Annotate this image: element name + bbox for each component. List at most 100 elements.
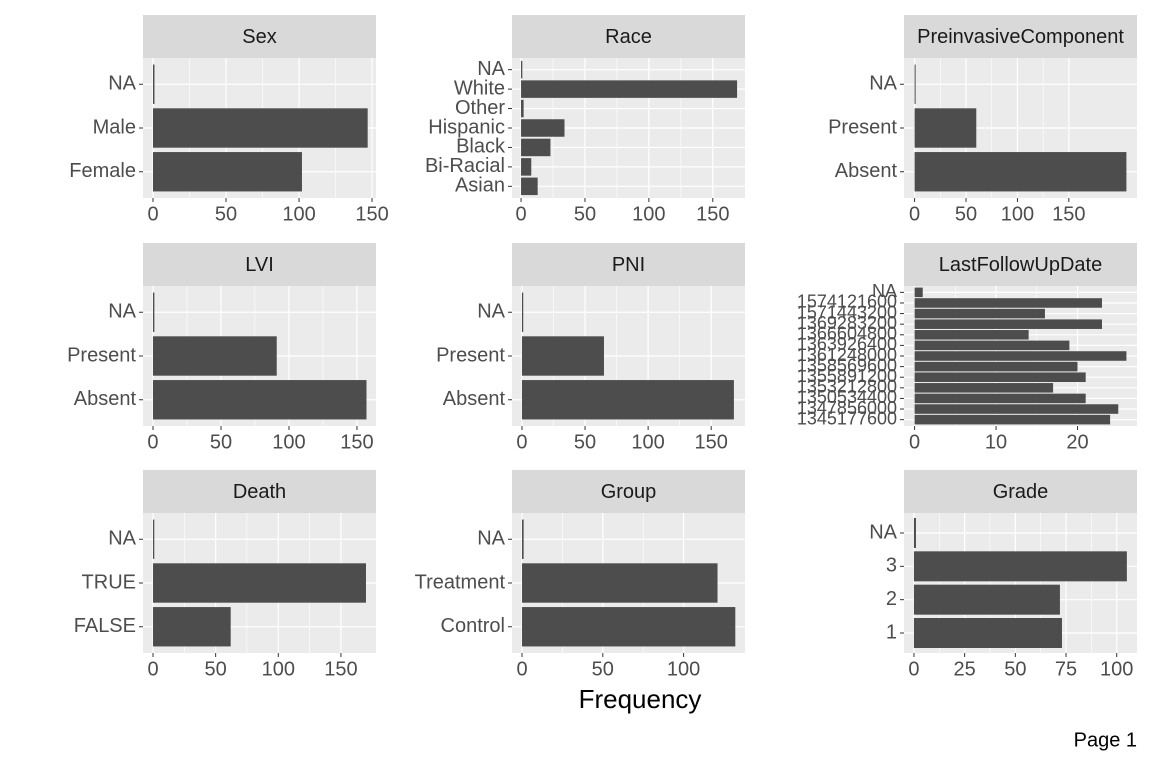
bar xyxy=(152,292,155,332)
x-tick-label: 0 xyxy=(147,431,158,453)
bar xyxy=(521,138,551,157)
x-tick-label: 50 xyxy=(955,203,977,225)
x-tick-label: 50 xyxy=(574,203,596,225)
y-tick-label: NA xyxy=(477,58,505,80)
x-tick-label: 10 xyxy=(985,431,1007,453)
y-tick-label: Present xyxy=(828,116,897,138)
strip-title: Death xyxy=(233,481,286,503)
y-tick-label: 1574121600 xyxy=(797,292,897,312)
y-tick-label: Asian xyxy=(455,175,505,197)
strip-title: LastFollowUpDate xyxy=(939,254,1102,276)
y-tick-label: NA xyxy=(108,528,136,550)
y-tick-label: Absent xyxy=(835,160,898,182)
bar xyxy=(521,158,532,176)
y-tick-label: Female xyxy=(69,160,136,182)
bar xyxy=(914,340,1070,351)
x-tick-label: 25 xyxy=(954,658,976,680)
strip-title: Sex xyxy=(242,26,276,48)
bar xyxy=(521,99,524,118)
x-tick-label: 0 xyxy=(516,431,527,453)
bar xyxy=(914,152,1127,192)
x-tick-label: 150 xyxy=(340,431,373,453)
y-tick-label: Present xyxy=(436,344,505,366)
x-tick-label: 100 xyxy=(272,431,305,453)
y-tick-label: Other xyxy=(455,97,505,119)
y-tick-label: Hispanic xyxy=(428,116,505,138)
x-tick-label: 100 xyxy=(282,203,315,225)
bar xyxy=(914,64,916,104)
y-tick-label: 2 xyxy=(886,588,897,610)
strip-title: PreinvasiveComponent xyxy=(917,26,1124,48)
y-tick-label: NA xyxy=(869,73,897,95)
y-tick-label: White xyxy=(454,77,505,99)
bar xyxy=(521,380,734,420)
bar xyxy=(914,414,1111,425)
bar xyxy=(153,64,155,104)
bar xyxy=(914,393,1086,404)
x-tick-label: 50 xyxy=(592,658,614,680)
x-tick-label: 150 xyxy=(695,431,728,453)
bar xyxy=(914,308,1045,319)
bar xyxy=(914,108,977,148)
x-tick-label: 50 xyxy=(574,431,596,453)
y-tick-label: Treatment xyxy=(415,571,506,593)
strip-title: Grade xyxy=(993,481,1049,503)
strip-title: LVI xyxy=(245,254,274,276)
y-tick-label: 3 xyxy=(886,555,897,577)
strip xyxy=(512,243,745,286)
bar xyxy=(914,319,1102,329)
bar xyxy=(914,330,1029,340)
strip-title: Race xyxy=(605,26,652,48)
x-tick-label: 100 xyxy=(631,431,664,453)
y-tick-label: Bi-Racial xyxy=(425,155,505,177)
x-tick-label: 0 xyxy=(909,431,920,453)
bar xyxy=(913,551,1127,582)
y-tick-label: Male xyxy=(93,116,136,138)
x-tick-label: 150 xyxy=(355,203,388,225)
y-tick-label: 1347856000 xyxy=(797,398,897,418)
y-tick-label: NA xyxy=(869,521,897,543)
x-tick-label: 150 xyxy=(696,203,729,225)
y-tick-label: 1355891200 xyxy=(797,366,897,386)
y-tick-label: 1369283200 xyxy=(797,313,897,333)
y-tick-label: NA xyxy=(108,73,136,95)
y-tick-label: Absent xyxy=(74,388,137,410)
bar xyxy=(522,607,736,647)
bar xyxy=(153,108,368,148)
strip xyxy=(512,470,745,513)
bar xyxy=(153,519,155,559)
strip-title: Group xyxy=(601,481,657,503)
x-tick-label: 0 xyxy=(147,203,158,225)
y-tick-label: FALSE xyxy=(74,615,136,637)
strip xyxy=(143,15,376,58)
bar xyxy=(152,380,367,420)
y-tick-label: 1361248000 xyxy=(797,345,897,365)
x-tick-label: 50 xyxy=(215,203,237,225)
x-tick-label: 0 xyxy=(908,658,919,680)
bar xyxy=(914,351,1127,361)
y-tick-label: Control xyxy=(441,615,505,637)
x-tick-label: 100 xyxy=(667,658,700,680)
x-tick-label: 100 xyxy=(632,203,665,225)
x-tick-label: 75 xyxy=(1055,658,1077,680)
strip xyxy=(904,470,1137,513)
y-tick-label: 1353212800 xyxy=(797,377,897,397)
y-tick-label: 1358569600 xyxy=(797,355,897,375)
bar xyxy=(152,336,277,376)
y-tick-label: NA xyxy=(108,301,136,323)
bar xyxy=(522,563,718,603)
bar xyxy=(913,584,1060,615)
bar xyxy=(914,404,1119,414)
bar xyxy=(153,563,366,603)
bar xyxy=(521,60,523,79)
x-tick-label: 150 xyxy=(1052,203,1085,225)
x-tick-label: 20 xyxy=(1066,431,1088,453)
x-tick-label: 0 xyxy=(516,658,527,680)
y-tick-label: Absent xyxy=(443,388,506,410)
x-tick-label: 50 xyxy=(1004,658,1026,680)
strip xyxy=(143,470,376,513)
bar xyxy=(914,287,923,298)
bar xyxy=(913,618,1062,648)
y-tick-label: NA xyxy=(477,301,505,323)
